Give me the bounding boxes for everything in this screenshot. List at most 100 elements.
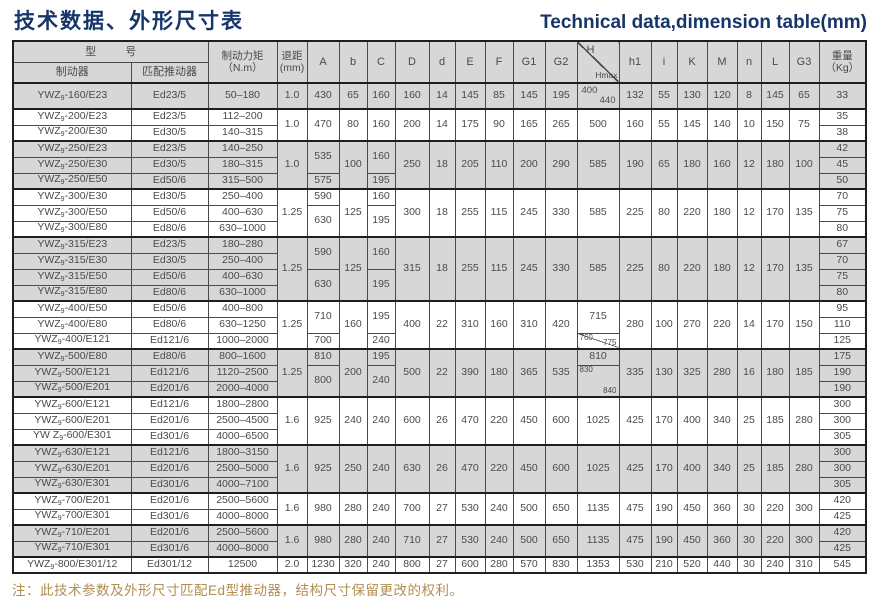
stroke-cell: 1.25 [276,188,308,238]
table-row: YWZ9-400/E50 Ed50/6 400–800 1.25 710 160 195 40… [12,300,867,350]
weight-cell: 95 [818,300,867,318]
col-header-G2: G2 [544,40,578,84]
torque-cell: 1800–3150 [207,444,278,462]
dim-b-cell: 250 [338,444,368,494]
dim-h1-cell: 530 [618,556,652,574]
dim-h1-cell: 190 [618,140,652,190]
model-cell: YWZ9-500/E201 [12,380,132,398]
stroke-cell: 1.6 [276,524,308,558]
weight-cell: 300 [818,412,867,430]
dim-F-cell: 160 [484,300,514,350]
dim-M-cell: 360 [706,524,738,558]
dim-L-cell: 220 [760,492,790,526]
dim-L-cell: 180 [760,348,790,398]
weight-cell: 190 [818,380,867,398]
dim-M-cell: 180 [706,236,738,302]
torque-cell: 2500–5600 [207,492,278,510]
model-cell: YWZ9-400/E121 [12,332,132,350]
dim-i-cell: 55 [650,108,678,142]
dim-K-cell: 400 [676,396,708,446]
dim-i-cell: 65 [650,140,678,190]
dim-D-cell: 400 [394,300,430,350]
model-cell: YWZ9-250/E50 [12,172,132,190]
torque-cell: 630–1250 [207,316,278,334]
dim-M-cell: 160 [706,140,738,190]
dim-A-cell: 630 [306,204,340,238]
dim-i-cell: 130 [650,348,678,398]
dim-E-cell: 145 [454,82,486,110]
torque-cell: 250–400 [207,252,278,270]
table-row: YWZ9-250/E50 Ed50/6 315–500 575 195 50 [12,172,867,190]
torque-cell: 140–250 [207,140,278,158]
hmax-value: 775 [603,338,617,348]
col-header-weight-line2: （Kg） [825,62,860,74]
dim-d-cell: 18 [428,188,456,238]
weight-cell: 80 [818,220,867,238]
dim-M-cell: 120 [706,82,738,110]
table-row: YWZ9-710/E201 Ed201/6 2500–5600 1.6 980 280 24… [12,524,867,558]
dim-C-cell: 240 [366,332,396,350]
table-body: YWZ9-160/E23 Ed23/5 50–180 1.0 430 65 160 160 14… [12,82,867,574]
dim-L-cell: 185 [760,444,790,494]
torque-cell: 4000–8000 [207,508,278,526]
dim-G1-cell: 145 [512,82,546,110]
dim-i-cell: 80 [650,236,678,302]
dim-n-cell: 12 [736,140,762,190]
dim-D-cell: 630 [394,444,430,494]
dim-E-cell: 600 [454,556,486,574]
dim-A-cell: 575 [306,172,340,190]
dim-h1-cell: 225 [618,188,652,238]
col-header-i: i [650,40,678,84]
dim-C-cell: 240 [366,364,396,398]
dim-d-cell: 27 [428,524,456,558]
dim-C-cell: 240 [366,524,396,558]
dim-A-cell: 1230 [306,556,340,574]
model-cell: YWZ9-630/E201 [12,460,132,478]
table-row: YWZ9-160/E23 Ed23/5 50–180 1.0 430 65 160 160 14… [12,82,867,110]
torque-cell: 112–200 [207,108,278,126]
thruster-cell: Ed30/5 [130,156,209,174]
torque-cell: 400–800 [207,300,278,318]
dim-h1-cell: 425 [618,444,652,494]
dim-b-cell: 125 [338,236,368,302]
model-cell: YWZ9-300/E30 [12,188,132,206]
dim-D-cell: 500 [394,348,430,398]
hmax-value: 840 [603,386,617,396]
dim-d-cell: 22 [428,348,456,398]
dim-d-cell: 22 [428,300,456,350]
thruster-cell: Ed301/6 [130,428,209,446]
dim-b-cell: 240 [338,396,368,446]
weight-cell: 50 [818,172,867,190]
thruster-cell: Ed30/5 [130,124,209,142]
thruster-cell: Ed30/5 [130,252,209,270]
dim-G1-cell: 450 [512,396,546,446]
dim-D-cell: 315 [394,236,430,302]
dim-A-cell: 535 [306,140,340,174]
model-cell: YWZ9-160/E23 [12,82,132,110]
dim-h1-cell: 132 [618,82,652,110]
h-value: 830 [579,365,593,374]
model-cell: YWZ9-400/E50 [12,300,132,318]
dim-A-cell: 700 [306,332,340,350]
thruster-cell: Ed301/12 [130,556,209,574]
dim-K-cell: 180 [676,140,708,190]
dim-G2-cell: 830 [544,556,578,574]
thruster-cell: Ed201/6 [130,412,209,430]
model-cell: YWZ9-700/E301 [12,508,132,526]
dim-h1-cell: 280 [618,300,652,350]
thruster-cell: Ed50/6 [130,300,209,318]
stroke-cell: 1.25 [276,300,308,350]
col-header-torque-line1: 制动力矩 [221,49,264,62]
thruster-cell: Ed80/6 [130,316,209,334]
dim-n-cell: 30 [736,492,762,526]
thruster-cell: Ed23/5 [130,236,209,254]
dim-C-cell: 195 [366,204,396,238]
dim-F-cell: 240 [484,524,514,558]
dim-H-cell: 1353 [576,556,620,574]
dim-G3-cell: 150 [788,300,820,350]
dim-G3-cell: 300 [788,492,820,526]
table-row: YWZ9-710/E301 Ed301/6 4000–8000 425 [12,540,867,558]
dim-n-cell: 30 [736,524,762,558]
dim-M-cell: 180 [706,188,738,238]
